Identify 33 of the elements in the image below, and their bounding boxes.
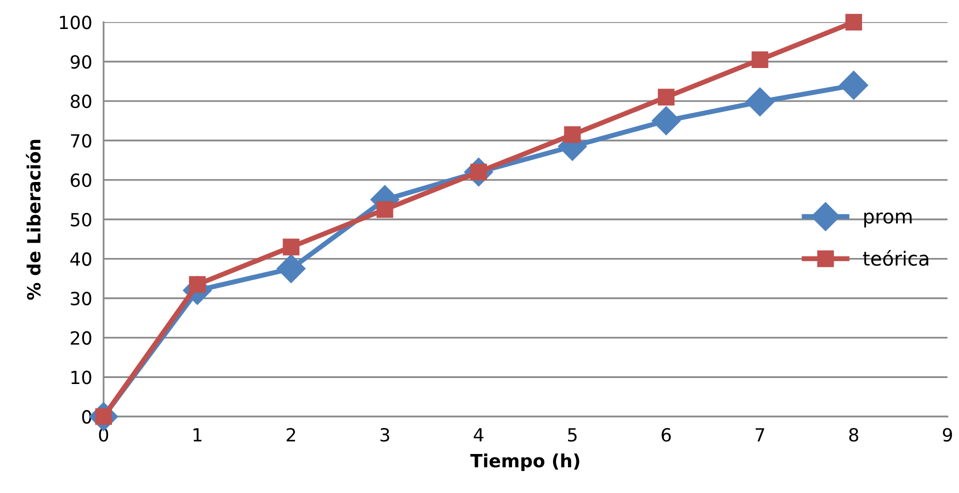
- y-tick-label: 50: [70, 212, 92, 226]
- point: [845, 14, 862, 31]
- x-tick-label: 5: [568, 428, 577, 442]
- point: [276, 254, 306, 284]
- point: [282, 238, 300, 256]
- x-tick-label: 8: [849, 428, 858, 442]
- point: [376, 201, 394, 218]
- x-tick-label: 3: [380, 428, 390, 442]
- legend-label: teórica: [863, 250, 928, 266]
- y-tick-label: 10: [71, 370, 92, 384]
- x-tick-label: 2: [286, 428, 296, 442]
- point: [752, 51, 768, 68]
- point: [564, 126, 581, 143]
- point: [652, 106, 681, 136]
- x-tick-label: 4: [474, 428, 484, 442]
- y-tick-label: 80: [70, 94, 92, 108]
- x-tick-label: 6: [662, 428, 671, 442]
- x-tick-label: 7: [756, 428, 764, 442]
- y-tick-label: 90: [70, 55, 92, 69]
- y-tick-label: 20: [70, 331, 92, 345]
- point: [746, 87, 774, 116]
- x-tick-label: 1: [194, 428, 202, 442]
- y-tick-label: 100: [60, 16, 92, 30]
- point: [658, 88, 675, 106]
- y-tick-label: 30: [70, 292, 92, 306]
- y-axis-title: % de Liberación: [26, 140, 41, 300]
- y-tick-label: 60: [70, 173, 92, 188]
- x-tick-label: 9: [942, 428, 952, 442]
- point: [839, 70, 868, 100]
- y-tick-label: 70: [70, 134, 92, 148]
- y-tick-label: 40: [70, 252, 92, 266]
- x-axis-title: Tiempo (h): [470, 454, 580, 471]
- legend-label: prom: [864, 212, 912, 228]
